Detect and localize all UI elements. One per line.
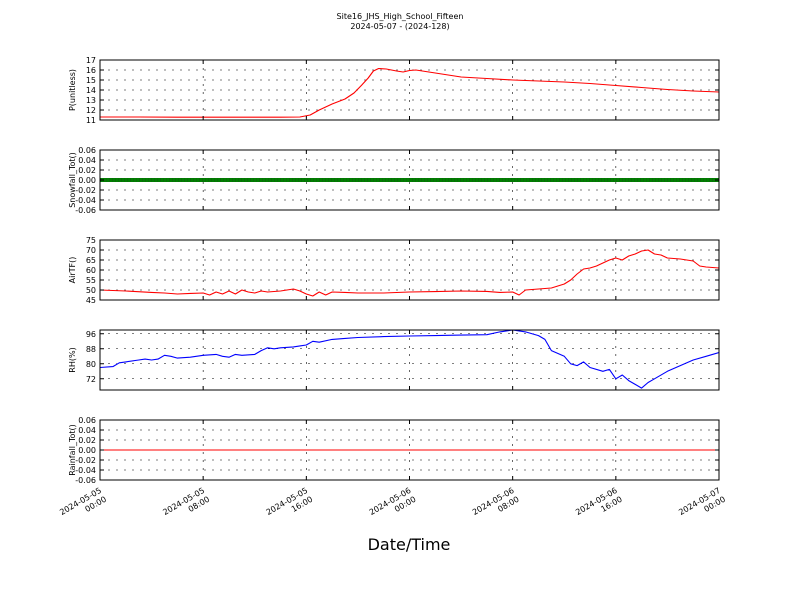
y-tick-label: 88: [86, 345, 96, 354]
y-tick-label: 15: [86, 76, 96, 85]
series-line-3-0: [100, 330, 719, 389]
y-tick-label: 0.06: [78, 146, 96, 155]
y-tick-label: 14: [86, 86, 96, 95]
y-tick-label: 17: [86, 56, 96, 65]
y-tick-label: 0.00: [78, 446, 96, 455]
y-axis-label: AirTF(): [68, 257, 77, 284]
y-tick-label: 96: [86, 330, 96, 339]
y-tick-label: 11: [86, 116, 96, 125]
y-tick-label: 16: [86, 66, 96, 75]
x-tick-label: 2024-05-0508:00: [161, 486, 211, 526]
y-tick-label: -0.02: [75, 456, 96, 465]
subplots: 11121314151617P(unitless)-0.06-0.04-0.02…: [58, 56, 727, 526]
x-tick-label: 2024-05-0516:00: [265, 486, 315, 526]
x-tick-label: 2024-05-0616:00: [574, 486, 624, 526]
y-tick-label: 0.02: [78, 166, 96, 175]
y-tick-label: 0.04: [78, 426, 96, 435]
y-tick-label: 0.02: [78, 436, 96, 445]
x-axis-label: Date/Time: [368, 535, 451, 554]
y-tick-label: 13: [86, 96, 96, 105]
y-tick-label: -0.04: [75, 466, 96, 475]
y-axis-label: RH(%): [68, 347, 77, 372]
y-tick-label: 45: [86, 296, 96, 305]
y-axis-label: Rainfall_Tot(): [68, 424, 77, 476]
y-tick-label: 75: [86, 236, 96, 245]
y-axis-label: P(unitless): [68, 69, 77, 111]
y-tick-label: -0.02: [75, 186, 96, 195]
y-tick-label: -0.04: [75, 196, 96, 205]
y-tick-label: 0.00: [78, 176, 96, 185]
subplot-3: 72 80 88 96 RH(%): [68, 329, 720, 391]
y-tick-label: 80: [86, 360, 96, 369]
y-tick-label: 65: [86, 256, 96, 265]
y-tick-label: -0.06: [75, 206, 96, 215]
subplot-1: -0.06-0.04-0.020.000.020.040.06Snowfall_…: [68, 146, 720, 215]
figure-title-line2: 2024-05-07 - (2024-128): [350, 22, 449, 31]
x-tick-label: 2024-05-0500:00: [58, 486, 108, 526]
subplot-4: -0.06-0.04-0.020.000.020.040.06Rainfall_…: [58, 416, 727, 526]
y-tick-label: 0.04: [78, 156, 96, 165]
x-tick-label: 2024-05-0608:00: [471, 486, 521, 526]
y-tick-label: 70: [86, 246, 96, 255]
y-tick-label: 72: [86, 375, 96, 384]
x-tick-label: 2024-05-0700:00: [677, 486, 727, 526]
x-tick-label: 2024-05-0600:00: [368, 486, 418, 526]
series-line-0-0: [100, 67, 719, 118]
y-tick-label: 50: [86, 286, 96, 295]
figure-title-line1: Site16_JHS_High_School_Fifteen: [337, 12, 464, 21]
y-tick-label: 60: [86, 266, 96, 275]
y-tick-label: 12: [86, 106, 96, 115]
y-tick-label: -0.06: [75, 476, 96, 485]
y-axis-label: Snowfall_Tot(): [68, 152, 77, 208]
y-tick-label: 55: [86, 276, 96, 285]
series-line-2-0: [100, 249, 719, 297]
y-tick-label: 0.06: [78, 416, 96, 425]
